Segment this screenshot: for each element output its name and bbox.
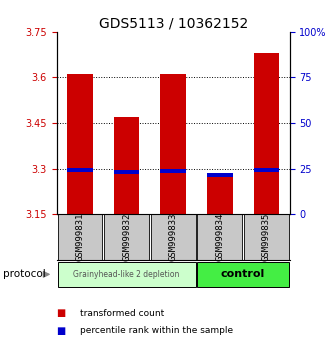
- Text: GSM999833: GSM999833: [168, 213, 178, 261]
- Text: ■: ■: [57, 326, 66, 336]
- Text: transformed count: transformed count: [80, 309, 164, 318]
- Text: protocol: protocol: [3, 269, 46, 279]
- Bar: [67, 168, 93, 172]
- FancyBboxPatch shape: [151, 214, 195, 260]
- Bar: [67, 74, 93, 214]
- Bar: [114, 117, 139, 214]
- Text: percentile rank within the sample: percentile rank within the sample: [80, 326, 233, 336]
- FancyBboxPatch shape: [197, 214, 242, 260]
- Text: Grainyhead-like 2 depletion: Grainyhead-like 2 depletion: [73, 270, 180, 279]
- Text: GSM999832: GSM999832: [122, 213, 131, 261]
- Bar: [161, 169, 186, 173]
- Bar: [254, 168, 279, 172]
- FancyBboxPatch shape: [244, 214, 289, 260]
- Text: ■: ■: [57, 308, 66, 318]
- Bar: [207, 173, 232, 214]
- FancyBboxPatch shape: [58, 262, 195, 287]
- FancyBboxPatch shape: [197, 262, 289, 287]
- Text: GSM999835: GSM999835: [262, 213, 271, 261]
- Bar: [254, 53, 279, 214]
- FancyBboxPatch shape: [104, 214, 149, 260]
- FancyBboxPatch shape: [58, 214, 102, 260]
- Title: GDS5113 / 10362152: GDS5113 / 10362152: [99, 17, 248, 31]
- Text: GSM999834: GSM999834: [215, 213, 224, 261]
- Text: GSM999831: GSM999831: [75, 213, 85, 261]
- Bar: [114, 170, 139, 174]
- Text: control: control: [221, 269, 265, 279]
- Bar: [161, 74, 186, 214]
- Bar: [207, 173, 232, 177]
